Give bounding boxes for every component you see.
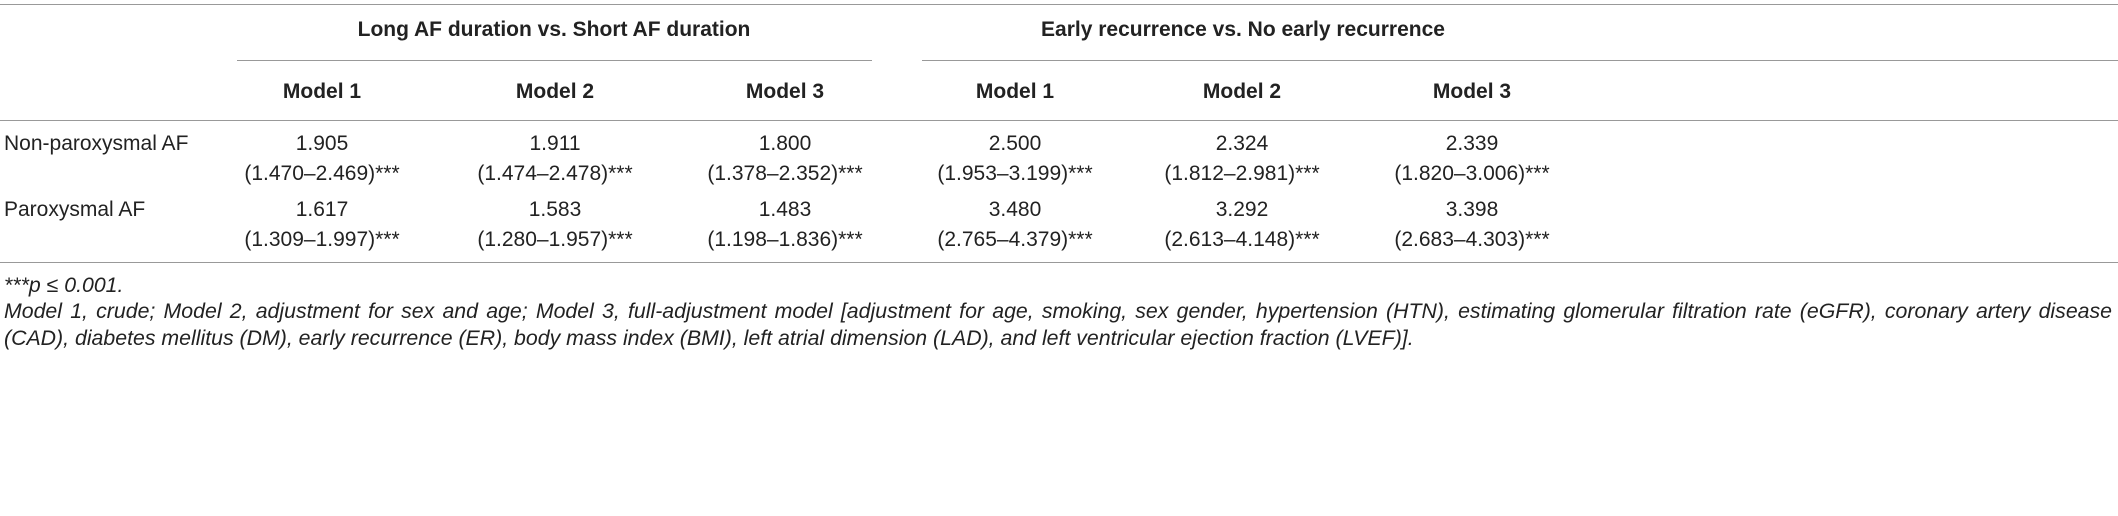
- cell-ci: (1.280–1.957)***: [477, 228, 633, 251]
- group-rule: [237, 60, 872, 61]
- column-header: Model 3: [1432, 80, 1512, 103]
- cell-estimate: 1.483: [758, 198, 812, 221]
- cell-ci: (2.613–4.148)***: [1164, 228, 1320, 251]
- column-header: Model 1: [975, 80, 1055, 103]
- cell-estimate: 1.800: [758, 132, 812, 155]
- row-label: Non-paroxysmal AF: [4, 132, 189, 155]
- column-header: Model 1: [282, 80, 362, 103]
- cell-estimate: 3.292: [1215, 198, 1269, 221]
- cell-ci: (2.765–4.379)***: [937, 228, 1093, 251]
- cell-estimate: 3.398: [1445, 198, 1499, 221]
- cell-ci: (1.470–2.469)***: [244, 162, 400, 185]
- cell-ci: (1.953–3.199)***: [937, 162, 1093, 185]
- cell-estimate: 2.500: [988, 132, 1042, 155]
- group-header: Long AF duration vs. Short AF duration: [357, 18, 751, 41]
- footnote: ***p ≤ 0.001.: [4, 273, 124, 297]
- cell-ci: (1.309–1.997)***: [244, 228, 400, 251]
- cell-ci: (1.820–3.006)***: [1394, 162, 1550, 185]
- column-header: Model 2: [515, 80, 595, 103]
- cell-estimate: 2.324: [1215, 132, 1269, 155]
- cell-ci: (1.378–2.352)***: [707, 162, 863, 185]
- cell-estimate: 1.583: [528, 198, 582, 221]
- column-header: Model 3: [745, 80, 825, 103]
- cell-ci: (2.683–4.303)***: [1394, 228, 1550, 251]
- top-rule: [0, 4, 2118, 5]
- cell-estimate: 3.480: [988, 198, 1042, 221]
- bottom-rule: [0, 262, 2118, 263]
- cell-estimate: 2.339: [1445, 132, 1499, 155]
- cell-estimate: 1.905: [295, 132, 349, 155]
- cell-estimate: 1.911: [529, 132, 581, 155]
- column-header: Model 2: [1202, 80, 1282, 103]
- cell-ci: (1.474–2.478)***: [477, 162, 633, 185]
- group-header: Early recurrence vs. No early recurrence: [1041, 18, 1445, 41]
- row-label: Paroxysmal AF: [4, 198, 146, 221]
- footnote: Model 1, crude; Model 2, adjustment for …: [4, 299, 2112, 350]
- cell-ci: (1.198–1.836)***: [707, 228, 863, 251]
- cell-estimate: 1.617: [295, 198, 349, 221]
- cell-ci: (1.812–2.981)***: [1164, 162, 1320, 185]
- header-rule: [0, 120, 2118, 121]
- group-rule: [922, 60, 2118, 61]
